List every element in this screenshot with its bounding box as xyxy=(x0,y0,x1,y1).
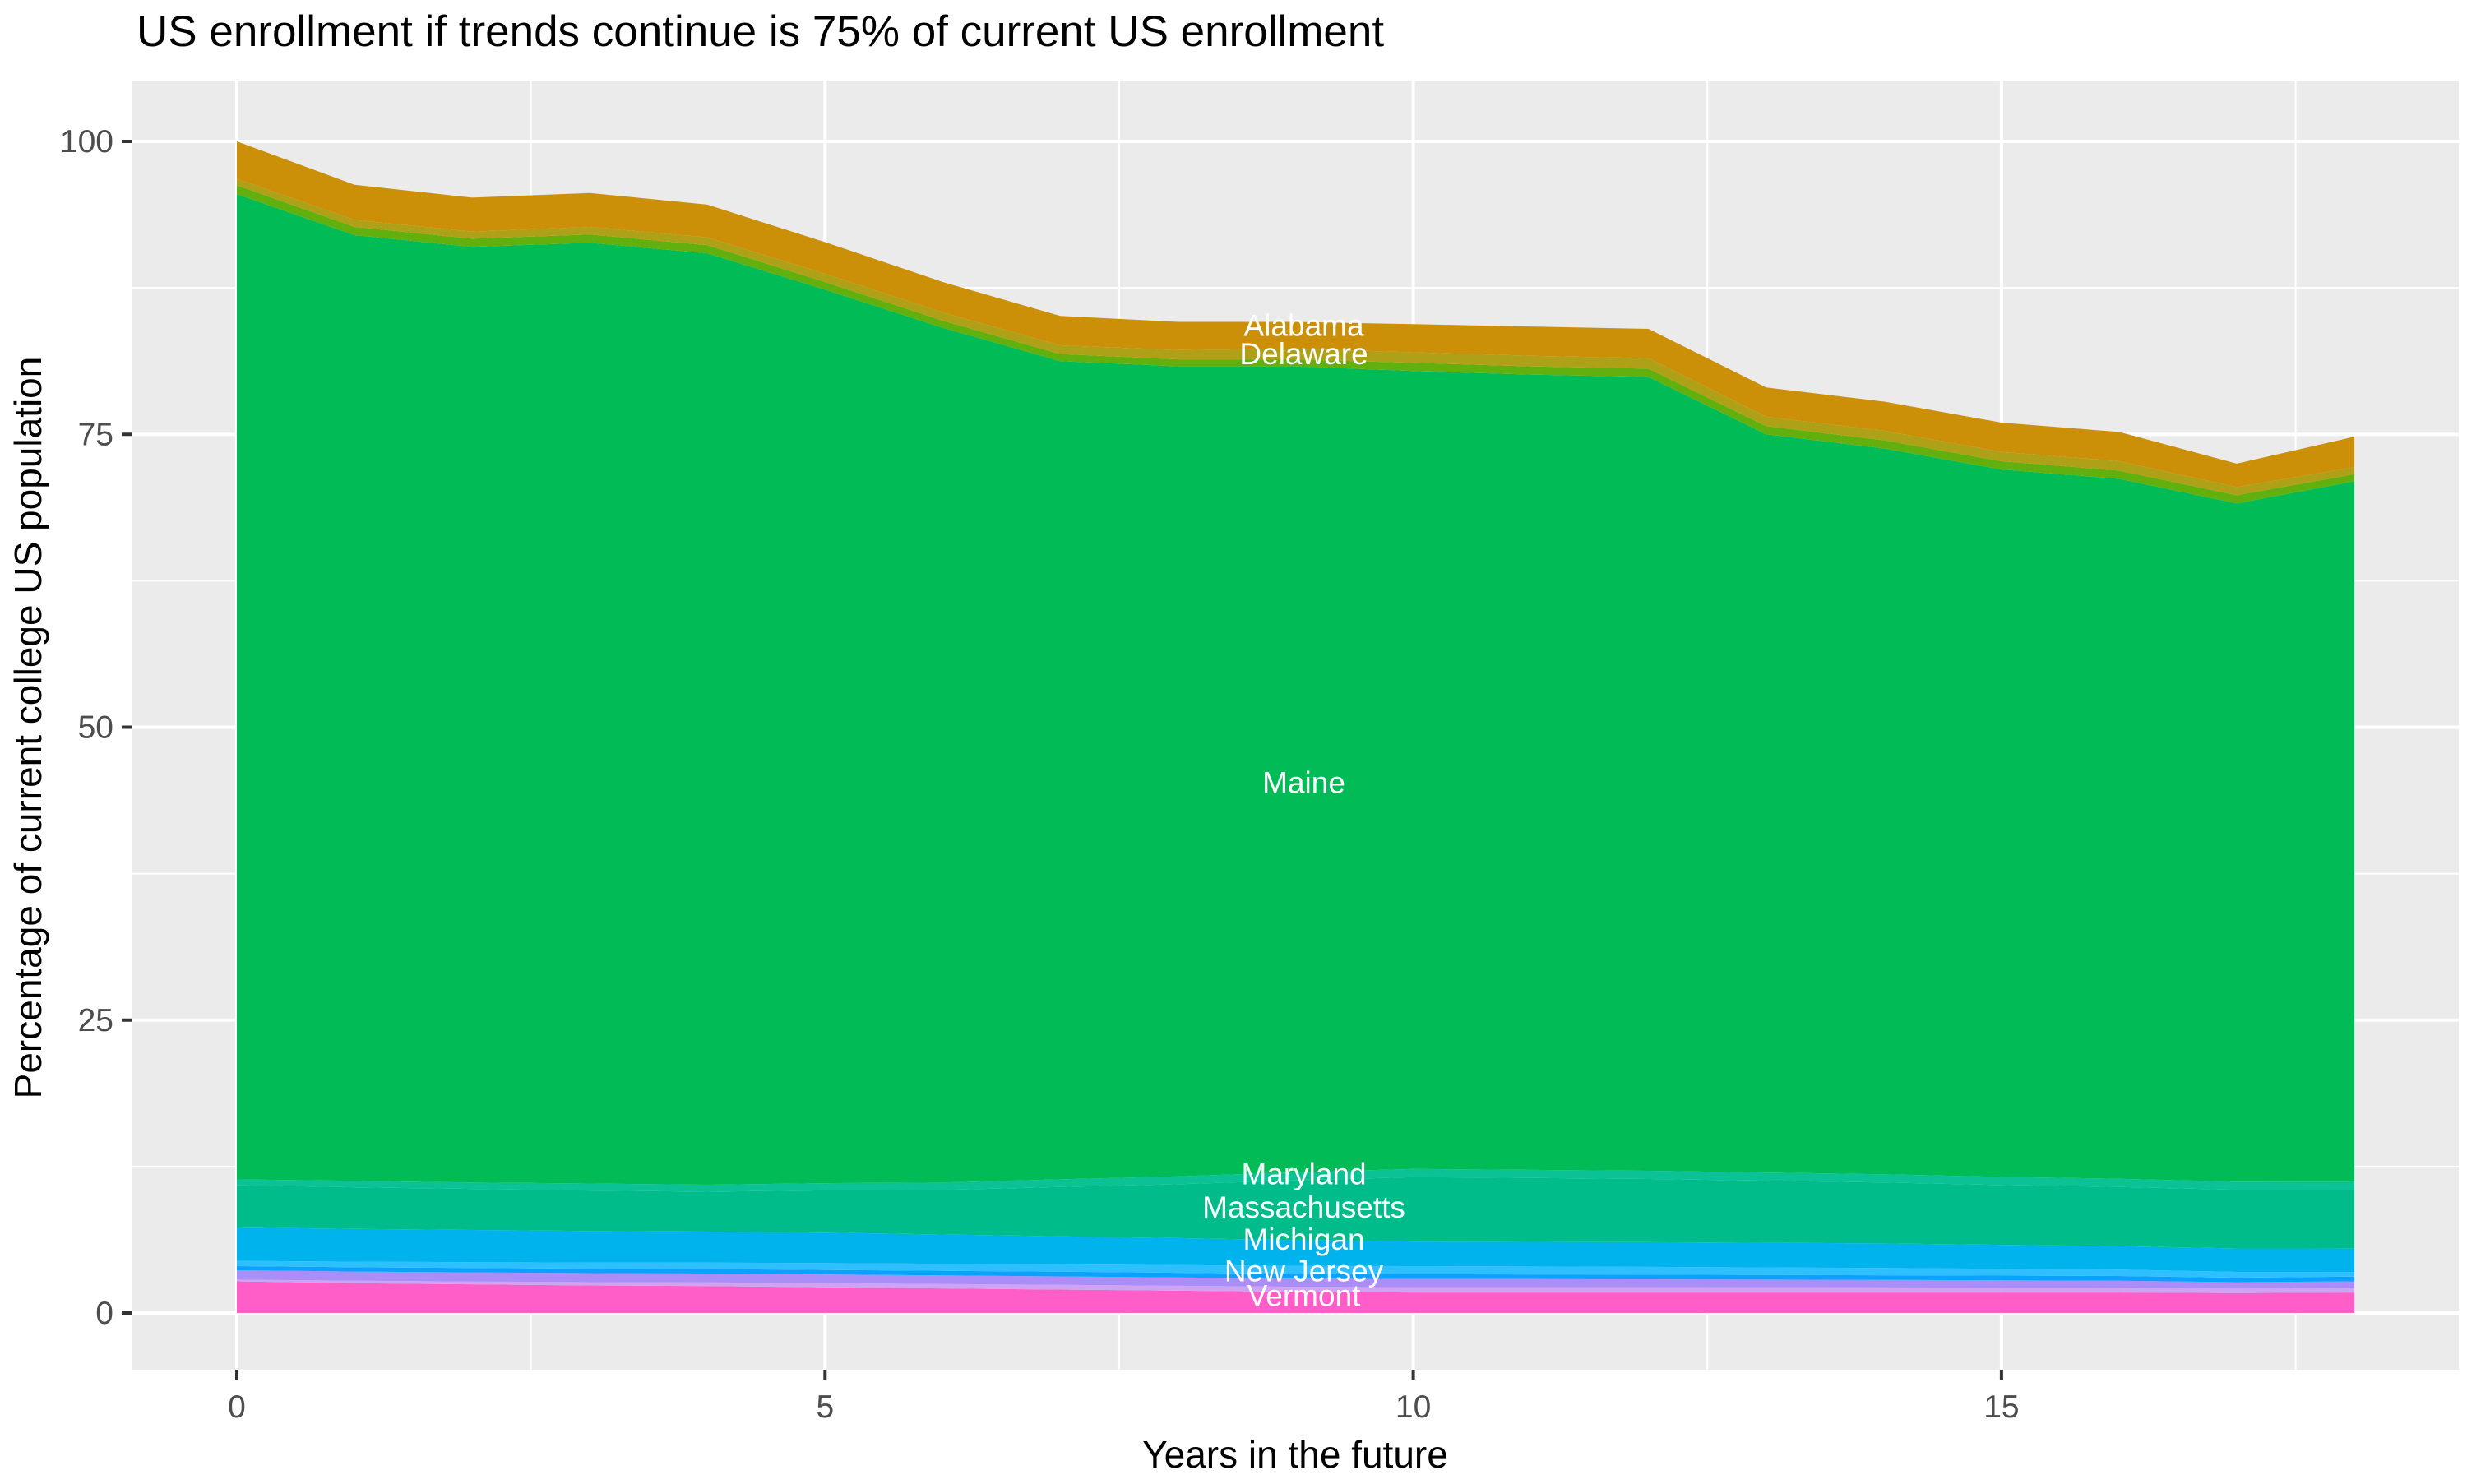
area-alabama xyxy=(237,141,2355,488)
x-tick-label: 10 xyxy=(1395,1389,1431,1425)
x-tick-label: 5 xyxy=(816,1389,834,1425)
state-label-massachusetts: Massachusetts xyxy=(1202,1190,1405,1224)
area-unlabeled xyxy=(237,1270,2355,1289)
y-tick-label: 100 xyxy=(60,124,113,159)
area-maryland xyxy=(237,1168,2355,1192)
state-label-vermont: Vermont xyxy=(1247,1279,1362,1313)
x-tick-label: 15 xyxy=(1983,1389,2019,1425)
area-unlabeled xyxy=(237,185,2355,504)
state-label-new-jersey: New Jersey xyxy=(1224,1255,1384,1288)
state-label-michigan: Michigan xyxy=(1243,1223,1365,1256)
area-unlabeled xyxy=(237,1266,2355,1283)
area-massachusetts xyxy=(237,1177,2355,1249)
state-label-alabama: Alabama xyxy=(1244,309,1364,343)
area-new-jersey xyxy=(237,1260,2355,1278)
y-axis-title: Percentage of current college US populat… xyxy=(7,356,49,1099)
y-tick-label: 75 xyxy=(78,417,113,452)
area-michigan xyxy=(237,1227,2355,1273)
area-delaware xyxy=(237,178,2355,496)
state-label-maryland: Maryland xyxy=(1241,1157,1366,1190)
y-tick-label: 0 xyxy=(95,1296,113,1331)
x-axis-title: Years in the future xyxy=(1142,1433,1448,1476)
area-maine xyxy=(237,194,2355,1186)
area-vermont xyxy=(237,1281,2355,1313)
area-unlabeled xyxy=(237,1279,2355,1293)
state-label-maine: Maine xyxy=(1262,765,1345,799)
y-tick-label: 50 xyxy=(78,710,113,746)
state-label-delaware: Delaware xyxy=(1239,337,1368,371)
y-tick-label: 25 xyxy=(78,1003,113,1038)
x-tick-label: 0 xyxy=(228,1389,246,1425)
chart-title: US enrollment if trends continue is 75% … xyxy=(137,7,1385,56)
